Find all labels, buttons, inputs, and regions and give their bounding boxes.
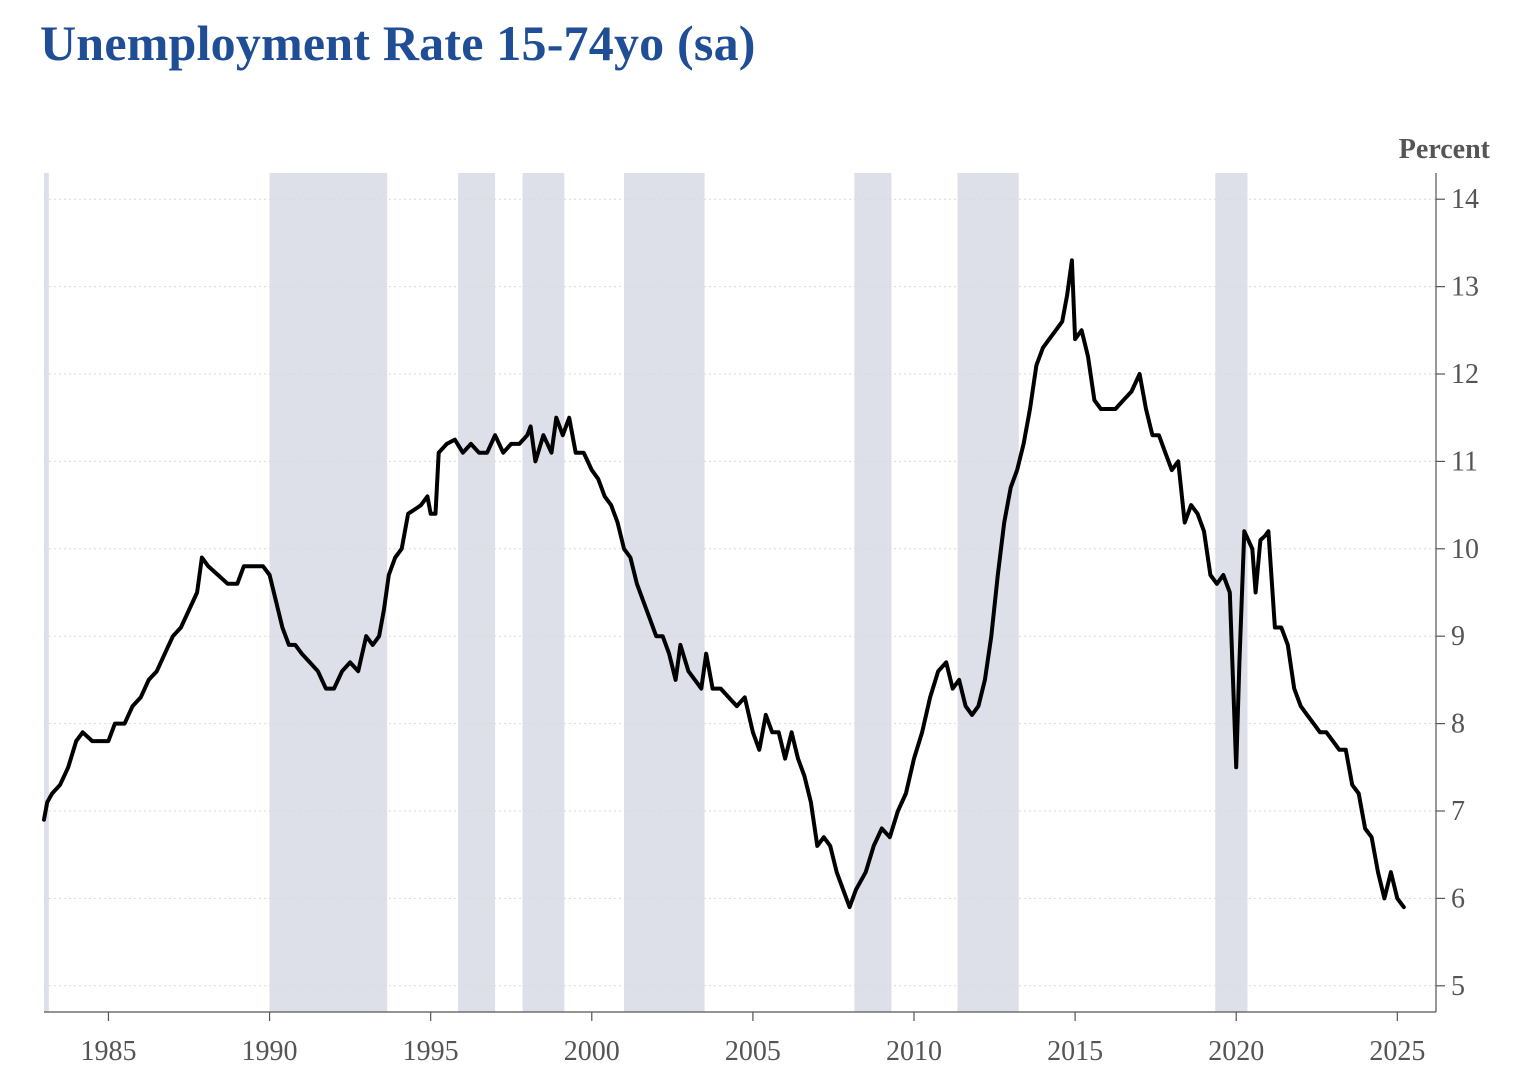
y-tick-label: 5	[1451, 971, 1465, 1002]
shaded-period	[269, 173, 388, 1012]
shaded-period	[957, 173, 1019, 1012]
y-tick-label: 11	[1451, 446, 1478, 477]
chart-title: Unemployment Rate 15-74yo (sa)	[40, 15, 756, 71]
shaded-period	[854, 173, 892, 1012]
shaded-period	[624, 173, 705, 1012]
gridlines	[44, 198, 1436, 987]
y-tick-label: 10	[1451, 534, 1479, 565]
y-tick-label: 12	[1451, 359, 1479, 390]
x-tick-label: 2000	[564, 1036, 620, 1067]
y-axis-unit-label: Percent	[1399, 134, 1491, 165]
x-tick-label: 1985	[80, 1036, 136, 1067]
x-tick-label: 2020	[1208, 1036, 1264, 1067]
shaded-period	[522, 173, 565, 1012]
x-tick-label: 2005	[725, 1036, 781, 1067]
y-tick-label: 13	[1451, 272, 1479, 303]
series-layer	[42, 258, 1406, 910]
y-tick-label: 7	[1451, 796, 1465, 827]
x-tick-label: 1990	[242, 1036, 298, 1067]
x-tick-label: 2025	[1369, 1036, 1425, 1067]
y-tick-label: 6	[1451, 883, 1465, 914]
x-tick-label: 1995	[403, 1036, 459, 1067]
x-tick-label: 2010	[886, 1036, 942, 1067]
y-tick-label: 14	[1451, 184, 1479, 215]
y-tick-label: 9	[1451, 621, 1465, 652]
axes: 5 6 7 8 9 10 11 12 13 14 1985 1990 1995 2000 2005 2010 2…	[44, 173, 1479, 1067]
y-tick-label: 8	[1451, 709, 1465, 740]
shaded-period	[458, 173, 496, 1012]
x-tick-label: 2015	[1047, 1036, 1103, 1067]
shaded-period	[44, 173, 49, 1012]
series-line	[42, 258, 1406, 910]
